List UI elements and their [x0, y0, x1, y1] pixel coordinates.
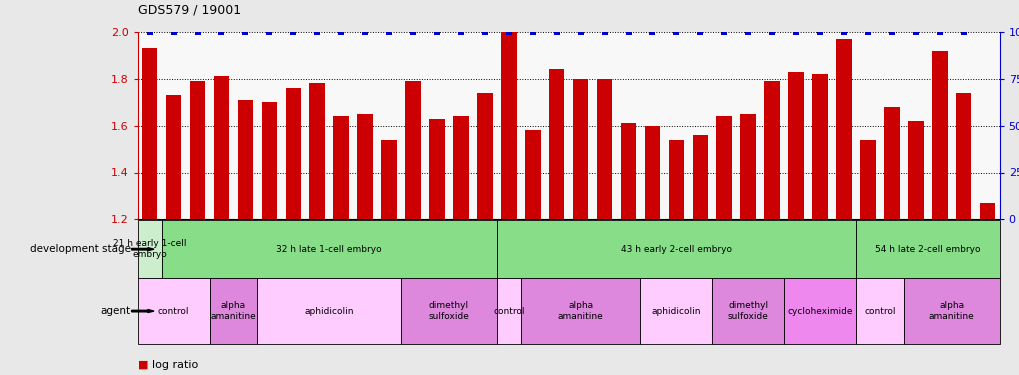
Bar [859, 140, 875, 219]
Text: 21 h early 1-cell
embryo: 21 h early 1-cell embryo [113, 240, 186, 259]
Bar [142, 48, 157, 219]
Bar [740, 114, 755, 219]
Bar [883, 107, 899, 219]
Text: alpha
amanitine: alpha amanitine [928, 302, 973, 321]
Bar [333, 116, 348, 219]
Bar [811, 74, 827, 219]
Bar [715, 116, 732, 219]
Text: aphidicolin: aphidicolin [305, 307, 354, 316]
Text: GDS579 / 19001: GDS579 / 19001 [138, 4, 240, 17]
Bar [907, 121, 922, 219]
Text: control: control [492, 307, 524, 316]
Bar [429, 118, 444, 219]
Bar [166, 95, 181, 219]
Text: 32 h late 1-cell embryo: 32 h late 1-cell embryo [276, 245, 382, 254]
Bar [836, 39, 851, 219]
Bar [763, 81, 780, 219]
Bar [190, 81, 205, 219]
Text: aphidicolin: aphidicolin [651, 307, 700, 316]
Text: 43 h early 2-cell embryo: 43 h early 2-cell embryo [621, 245, 732, 254]
Text: agent: agent [100, 306, 130, 316]
Bar [692, 135, 707, 219]
Bar [788, 72, 803, 219]
Text: dimethyl
sulfoxide: dimethyl sulfoxide [428, 302, 469, 321]
Text: development stage: development stage [30, 244, 130, 254]
Bar [955, 93, 970, 219]
Bar [525, 130, 540, 219]
Bar [405, 81, 421, 219]
Text: cycloheximide: cycloheximide [787, 307, 852, 316]
Bar [381, 140, 396, 219]
Bar [452, 116, 469, 219]
Bar [237, 100, 253, 219]
Bar [667, 140, 684, 219]
Bar [621, 123, 636, 219]
Text: log ratio: log ratio [152, 360, 198, 369]
Text: alpha
amanitine: alpha amanitine [210, 302, 256, 321]
Text: alpha
amanitine: alpha amanitine [557, 302, 603, 321]
Bar [573, 79, 588, 219]
Bar [500, 32, 516, 219]
Text: control: control [863, 307, 895, 316]
Bar [644, 126, 659, 219]
Bar [214, 76, 229, 219]
Bar [261, 102, 277, 219]
Bar [357, 114, 373, 219]
Bar [548, 69, 564, 219]
Bar [285, 88, 301, 219]
Text: ■: ■ [138, 360, 148, 369]
Bar [309, 84, 325, 219]
Bar [596, 79, 611, 219]
Text: control: control [158, 307, 190, 316]
Bar [931, 51, 947, 219]
Bar [979, 203, 995, 219]
Text: dimethyl
sulfoxide: dimethyl sulfoxide [728, 302, 768, 321]
Text: 54 h late 2-cell embryo: 54 h late 2-cell embryo [874, 245, 979, 254]
Bar [477, 93, 492, 219]
